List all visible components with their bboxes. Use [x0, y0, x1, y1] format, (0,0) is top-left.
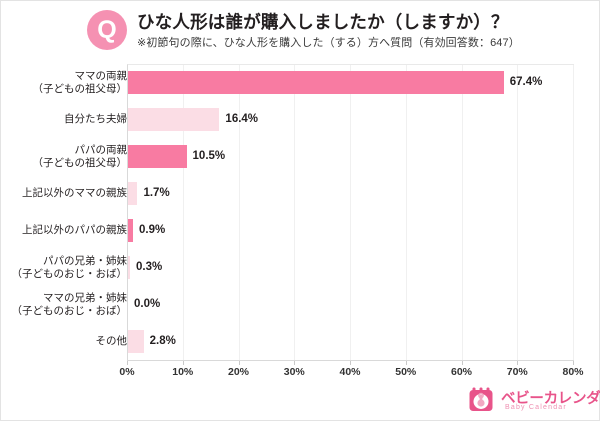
- x-axis-tick: [238, 361, 240, 365]
- x-axis-tick-label: 80%: [562, 366, 584, 378]
- category-label: ママの兄弟・姉妹 （子どものおじ・おば）: [11, 291, 128, 317]
- bar-value-label: 67.4%: [509, 76, 543, 88]
- page-subtitle: ※初節句の際に、ひな人形を購入した（する）方へ質問（有効回答数：647）: [137, 37, 520, 49]
- category-label: 自分たち夫婦: [64, 113, 127, 125]
- bar-value-label: 1.7%: [143, 187, 170, 199]
- bar: [128, 182, 138, 205]
- gridline: [405, 65, 407, 361]
- x-axis-line: [127, 360, 574, 361]
- plot-area: [127, 64, 574, 361]
- x-axis-tick-label: 10%: [172, 366, 194, 378]
- question-badge-icon: Q: [87, 10, 127, 50]
- category-label: ママの両親 （子どもの祖父母）: [32, 69, 128, 95]
- x-axis-tick: [127, 361, 128, 365]
- bar-value-label: 0.9%: [139, 224, 166, 236]
- bar-value-label: 2.8%: [149, 335, 176, 347]
- x-axis-tick: [182, 361, 184, 365]
- gridline: [573, 65, 574, 361]
- bar: [128, 108, 220, 131]
- logo-name: ベビーカレンダー: [501, 391, 600, 407]
- gridline: [350, 65, 351, 361]
- bar-value-label: 10.5%: [192, 150, 226, 162]
- bar-value-label: 0.3%: [136, 261, 163, 273]
- bar: [128, 219, 134, 242]
- x-axis-tick-label: 60%: [450, 366, 472, 378]
- x-axis-tick-label: 50%: [395, 366, 417, 378]
- category-label: パパの兄弟・姉妹 （子どものおじ・おば）: [11, 254, 128, 280]
- chart-header: Q ひな人形は誰が購入しましたか（しますか）？ ※初節句の際に、ひな人形を購入し…: [1, 1, 600, 57]
- gridline: [461, 65, 463, 361]
- calendar-baby-icon: [467, 386, 495, 414]
- bar: [128, 256, 130, 279]
- gridline: [238, 65, 240, 361]
- x-axis-tick-label: 70%: [506, 366, 528, 378]
- x-axis-tick-label: 30%: [283, 366, 305, 378]
- bar: [128, 71, 504, 94]
- category-label: 上記以外のママの親族: [22, 187, 127, 199]
- bar-value-label: 0.0%: [134, 298, 161, 310]
- category-label: 上記以外のパパの親族: [22, 224, 127, 236]
- bar-chart: 0% 10% 20% 30% 40% 50% 60% 70% 80% ママの両親 （子どもの祖父母…: [1, 57, 600, 378]
- gridline: [294, 65, 296, 361]
- bar: [128, 330, 144, 353]
- x-axis-tick: [517, 361, 519, 365]
- category-label: パパの両親 （子どもの祖父母）: [32, 143, 128, 169]
- brand-logo: ベビーカレンダー Baby Calendar: [461, 383, 600, 417]
- category-label: その他: [95, 335, 128, 347]
- logo-tagline: Baby Calendar: [505, 404, 567, 411]
- page-title: ひな人形は誰が購入しましたか（しますか）？: [137, 12, 509, 32]
- bar: [128, 145, 187, 168]
- x-axis-tick: [405, 361, 407, 365]
- gridline: [182, 65, 184, 361]
- x-axis-tick: [573, 361, 574, 365]
- x-axis-tick-label: 0%: [119, 366, 135, 378]
- x-axis-tick: [350, 361, 351, 365]
- x-axis-tick: [294, 361, 296, 365]
- gridline: [517, 65, 519, 361]
- x-axis-tick-label: 20%: [227, 366, 249, 378]
- x-axis-tick: [461, 361, 463, 365]
- bar-value-label: 16.4%: [225, 113, 259, 125]
- x-axis-tick-label: 40%: [339, 366, 361, 378]
